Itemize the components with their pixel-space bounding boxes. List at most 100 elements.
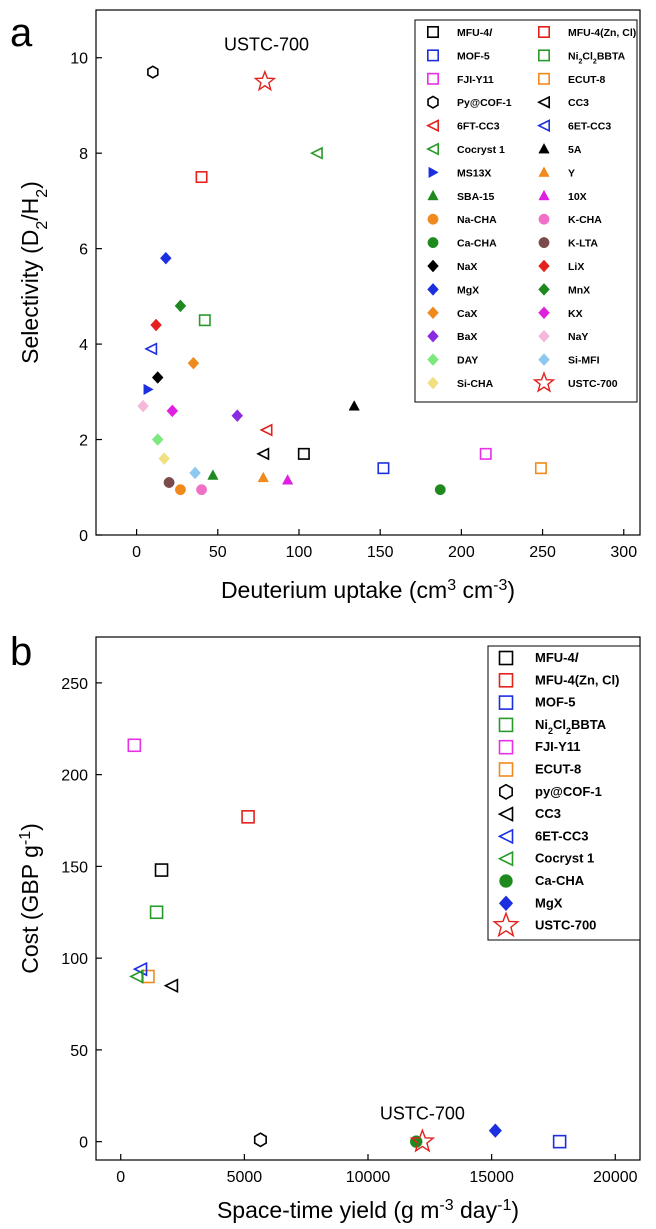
panel-a-x-tick-label: 0 bbox=[132, 544, 141, 561]
panel-a-legend-label-mfu-4l: MFU-4l bbox=[457, 27, 493, 39]
panel-b-point-mfu-4l bbox=[154, 863, 169, 877]
panel-b-legend-label-cocryst-1: Cocryst 1 bbox=[535, 851, 594, 866]
panel-b-y-tick-label: 150 bbox=[61, 859, 88, 876]
panel-b-legend-label-ecut-8: ECUT-8 bbox=[535, 762, 581, 777]
panel-b-point-ustc-700 bbox=[409, 1128, 436, 1153]
panel-a-legend-label-5a: 5A bbox=[568, 144, 582, 156]
panel-b-x-tick-label: 0 bbox=[116, 1169, 125, 1186]
panel-b-legend-marker-ca-cha bbox=[499, 874, 513, 888]
panel-label-b: b bbox=[10, 630, 32, 674]
panel-a-annotation-ustc-700: USTC-700 bbox=[224, 35, 309, 55]
panel-b-x-tick-label: 20000 bbox=[593, 1169, 638, 1186]
panel-a-legend-marker-ustc-700 bbox=[532, 371, 556, 393]
panel-a-point-mfu-4l bbox=[297, 447, 310, 460]
panel-b-x-tick-label: 10000 bbox=[346, 1169, 391, 1186]
panel-a-point-ustc-700 bbox=[253, 69, 277, 92]
panel-a-legend-marker-mof-5 bbox=[426, 49, 439, 62]
panel-a-legend-marker-y bbox=[538, 166, 550, 177]
panel-b-x-axis-title: Space-time yield (g m-3 day-1) bbox=[217, 1197, 519, 1224]
panel-b-point-ni2cl2bbta bbox=[149, 905, 164, 920]
panel-a-legend-marker-6et-cc3 bbox=[537, 119, 551, 133]
panel-a-legend-marker-ecut-8 bbox=[537, 72, 550, 85]
panel-a-point-fji-y11 bbox=[479, 447, 492, 460]
panel-a-legend-marker-si-mfi bbox=[538, 353, 550, 366]
panel-a-x-tick-label: 150 bbox=[367, 544, 394, 561]
panel-a-x-tick-label: 250 bbox=[529, 544, 556, 561]
panel-a-legend-label-kx: KX bbox=[568, 308, 583, 320]
panel-a-legend-label-si-cha: Si-CHA bbox=[457, 378, 494, 390]
panel-a-legend-label-sba-15: SBA-15 bbox=[457, 191, 495, 203]
panel-b-legend-label-6et-cc3: 6ET-CC3 bbox=[535, 828, 588, 843]
panel-b-point-mgx bbox=[488, 1123, 502, 1138]
panel-b-legend-marker-mfu-4l bbox=[498, 650, 514, 666]
panel-a-legend-label-mof-5: MOF-5 bbox=[457, 50, 490, 62]
panel-a-legend-marker-nax bbox=[427, 259, 439, 273]
panel-a-legend-label-mgx: MgX bbox=[457, 284, 479, 296]
panel-b-legend-label-fji-y11: FJI-Y11 bbox=[535, 739, 581, 754]
panel-a-x-axis-title: Deuterium uptake (cm3 cm-3) bbox=[221, 577, 515, 604]
panel-a-y-tick-label: 10 bbox=[70, 51, 88, 68]
panel-a-point-ni2cl2bbta bbox=[198, 314, 211, 327]
panel-a-legend-label-10x: 10X bbox=[568, 191, 587, 203]
panel-a-legend-marker-day bbox=[427, 353, 439, 366]
panel-a-legend-marker-k-lta bbox=[538, 237, 550, 249]
panel-a-point-nay bbox=[137, 399, 149, 413]
panel-a-legend-label-lix: LiX bbox=[568, 261, 584, 273]
panel-a-legend-label-nax: NaX bbox=[457, 261, 477, 273]
panel-a-point-kx bbox=[166, 404, 179, 418]
panel-a-legend-marker-cc3 bbox=[537, 95, 551, 109]
panel-a-point-cc3 bbox=[256, 447, 270, 461]
panel-a-legend-label-6et-cc3: 6ET-CC3 bbox=[568, 121, 611, 133]
panel-b-legend-label-mgx: MgX bbox=[535, 895, 563, 910]
panel-a-legend-marker-mfu-4l bbox=[426, 25, 439, 38]
panel-a-point-ecut-8 bbox=[534, 462, 547, 475]
panel-a-legend-label-cocryst-1: Cocryst 1 bbox=[457, 144, 505, 156]
panel-b-legend-marker-fji-y11 bbox=[498, 739, 514, 755]
panel-a-legend-label-k-cha: K-CHA bbox=[568, 214, 602, 226]
panel-a-point-10x bbox=[281, 474, 294, 485]
panel-a-point-nax bbox=[151, 371, 164, 384]
panel-a-point-5a bbox=[348, 400, 360, 411]
panel-a-legend-marker-bax bbox=[427, 329, 439, 343]
panel-a-legend-label-day: DAY bbox=[457, 355, 478, 367]
panel-a-point-lix bbox=[150, 318, 162, 332]
panel-a-point-sba-15 bbox=[207, 469, 219, 480]
panel-b-legend-marker-mof-5 bbox=[498, 695, 514, 710]
panel-a-y-tick-label: 8 bbox=[79, 146, 88, 163]
panel-a-legend-box bbox=[414, 19, 638, 403]
panel-a-point-mof-5 bbox=[377, 462, 390, 475]
panel-b-y-tick-label: 100 bbox=[61, 951, 88, 968]
panel-a-legend-label-k-lta: K-LTA bbox=[568, 238, 598, 250]
panel-a-legend-marker-ms13x bbox=[428, 166, 439, 179]
panel-b-chart: 0 5000 10000 15000 20000 0 50 100 150 200 250 Space… bbox=[17, 636, 641, 1224]
panel-a-point-y bbox=[257, 471, 269, 483]
panel-b-point-fji-y11 bbox=[127, 738, 142, 753]
panel-b-x-tick-label: 15000 bbox=[469, 1169, 514, 1186]
panel-a-point-py-cof-1 bbox=[147, 65, 159, 79]
panel-a-legend-label-cax: CaX bbox=[457, 308, 477, 320]
panel-a-legend-label-mfu-4-zn-cl: MFU-4(Zn, Cl) bbox=[568, 27, 636, 39]
panel-a-point-cocryst-1 bbox=[309, 146, 323, 160]
panel-a-legend-label-cc3: CC3 bbox=[568, 97, 589, 109]
panel-a-legend-label-py-cof-1: Py@COF-1 bbox=[457, 97, 512, 109]
panel-a-point-6et-cc3 bbox=[144, 342, 158, 356]
panel-a-x-tick-label: 100 bbox=[286, 544, 313, 561]
panel-label-a: a bbox=[10, 11, 33, 55]
panel-a-x-tick-label: 300 bbox=[610, 544, 637, 561]
panel-a-legend-label-fji-y11: FJI-Y11 bbox=[457, 74, 494, 86]
panel-b-y-tick-label: 0 bbox=[79, 1135, 88, 1152]
panel-a-legend-marker-mfu-4-zn-cl bbox=[537, 25, 550, 38]
panel-b-y-tick-label: 200 bbox=[61, 768, 88, 785]
panel-a-legend-label-ecut-8: ECUT-8 bbox=[568, 74, 606, 86]
panel-b-legend-marker-mfu-4-zn-cl bbox=[498, 672, 514, 688]
panel-a-point-na-cha bbox=[174, 484, 186, 496]
panel-b-legend-label-mfu-4l: MFU-4l bbox=[535, 650, 579, 665]
panel-a-legend-label-ustc-700: USTC-700 bbox=[568, 378, 618, 390]
panel-a-legend-label-nay: NaY bbox=[568, 331, 588, 343]
panel-a-legend-marker-nay bbox=[538, 329, 550, 343]
panel-a-point-ms13x bbox=[143, 383, 154, 396]
panel-a-legend-marker-mgx bbox=[427, 283, 439, 296]
panel-b-point-mof-5 bbox=[552, 1134, 567, 1149]
panel-b-point-mfu-4-zn-cl bbox=[241, 810, 255, 824]
